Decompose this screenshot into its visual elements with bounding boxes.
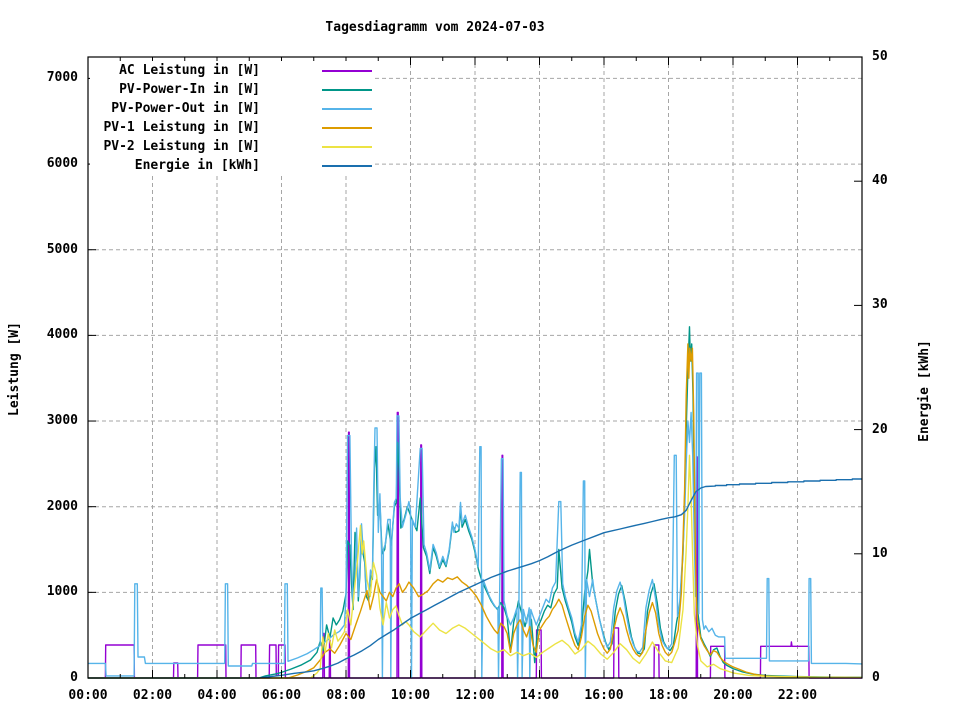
y-left-tick-label: 4000 bbox=[46, 327, 78, 343]
x-tick-label: 06:00 bbox=[261, 688, 302, 703]
legend-line-sample bbox=[322, 126, 372, 129]
series-line-pv1 bbox=[88, 343, 863, 679]
x-tick-label: 12:00 bbox=[455, 688, 495, 703]
legend-row-pv-in: PV-Power-In in [W] bbox=[90, 80, 372, 99]
legend-line-sample bbox=[322, 69, 372, 72]
legend-row-pv1: PV-1 Leistung in [W] bbox=[90, 118, 372, 137]
legend-row-pv-out: PV-Power-Out in [W] bbox=[90, 99, 372, 118]
y-left-tick-label: 3000 bbox=[46, 413, 78, 429]
y-left-tick-label: 6000 bbox=[46, 156, 78, 172]
legend-line-sample bbox=[322, 88, 372, 91]
y-left-tick-label: 7000 bbox=[46, 70, 78, 86]
x-tick-label: 02:00 bbox=[132, 688, 173, 703]
y-left-tick-label: 5000 bbox=[46, 241, 78, 257]
x-tick-label: 10:00 bbox=[390, 688, 431, 703]
x-tick-label: 08:00 bbox=[326, 688, 366, 703]
y-right-tick-label: 20 bbox=[872, 421, 888, 437]
legend-row-energie: Energie in [kWh] bbox=[90, 156, 372, 175]
legend-row-pv2: PV-2 Leistung in [W] bbox=[90, 137, 372, 156]
x-tick-label: 00:00 bbox=[68, 688, 108, 703]
y-left-tick-label: 2000 bbox=[46, 498, 78, 514]
y-right-tick-label: 10 bbox=[872, 545, 888, 561]
legend-label: PV-Power-Out in [W] bbox=[111, 101, 260, 116]
chart-title: Tagesdiagramm vom 2024-07-03 bbox=[325, 20, 545, 35]
legend-line-sample bbox=[322, 164, 372, 167]
x-tick-label: 22:00 bbox=[777, 688, 818, 703]
x-tick-label: 18:00 bbox=[648, 688, 689, 703]
y-right-tick-label: 40 bbox=[872, 173, 888, 189]
legend-line-sample bbox=[322, 145, 372, 148]
legend-label: AC Leistung in [W] bbox=[119, 63, 260, 78]
legend-label: Energie in [kWh] bbox=[134, 158, 260, 173]
legend-line-sample bbox=[322, 107, 372, 110]
y-left-tick-label: 0 bbox=[70, 670, 78, 685]
legend-row-ac: AC Leistung in [W] bbox=[90, 61, 372, 80]
y-left-tick-label: 1000 bbox=[46, 584, 78, 600]
legend-label: PV-1 Leistung in [W] bbox=[103, 120, 260, 135]
x-tick-label: 14:00 bbox=[519, 688, 560, 703]
y-right-tick-label: 0 bbox=[872, 670, 880, 685]
series-line-pv2 bbox=[88, 454, 863, 679]
legend-label: PV-Power-In in [W] bbox=[119, 82, 260, 97]
y-right-tick-label: 50 bbox=[872, 49, 888, 64]
y-right-tick-label: 30 bbox=[872, 297, 888, 313]
series-line-energie bbox=[88, 478, 862, 679]
x-tick-label: 16:00 bbox=[584, 688, 624, 703]
y-left-axis-title: Leistung [W] bbox=[7, 322, 22, 416]
legend-label: PV-2 Leistung in [W] bbox=[103, 139, 260, 154]
x-tick-label: 04:00 bbox=[197, 688, 237, 703]
legend: AC Leistung in [W] PV-Power-In in [W] PV… bbox=[90, 61, 372, 175]
x-tick-label: 20:00 bbox=[713, 688, 753, 703]
